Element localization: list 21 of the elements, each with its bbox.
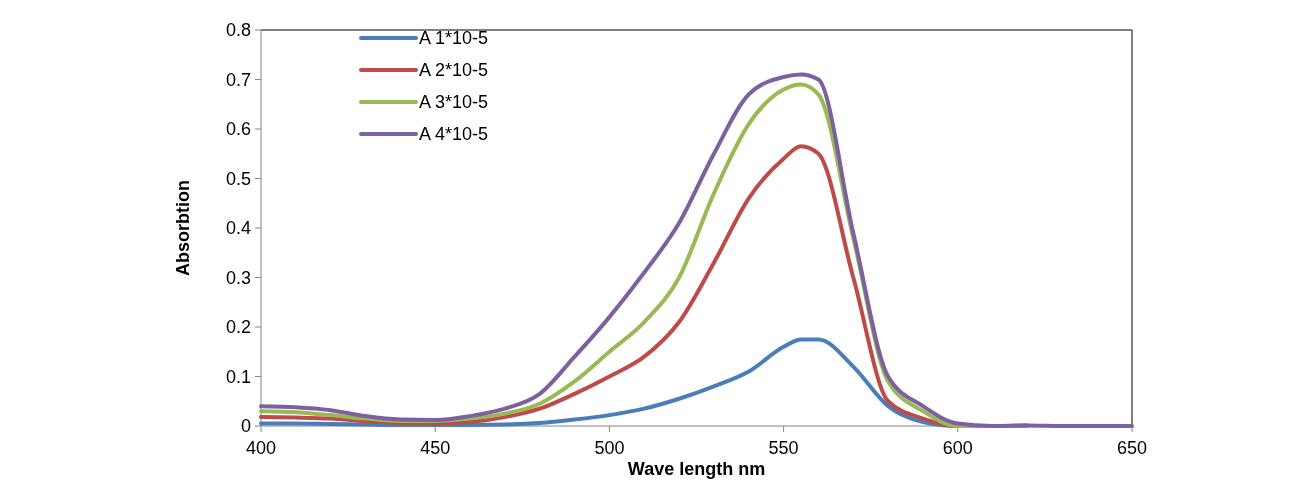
legend-label: A 2*10-5 <box>419 60 489 81</box>
y-tick-label: 0.5 <box>225 168 251 189</box>
y-tick-label: 0 <box>240 416 251 437</box>
y-tick-label: 0.4 <box>225 218 251 239</box>
x-tick-label: 450 <box>420 438 451 458</box>
y-tick-label: 0.6 <box>225 119 251 140</box>
x-tick-label: 500 <box>594 438 625 458</box>
y-tick-label: 0.2 <box>225 317 251 338</box>
x-tick-label: 650 <box>1116 438 1148 458</box>
legend-label: A 1*10-5 <box>419 28 489 49</box>
y-tick-label: 0.3 <box>225 267 251 288</box>
x-axis-title: Wave length nm <box>627 459 766 479</box>
y-tick-label: 0.7 <box>225 69 251 90</box>
y-tick-label: 0.8 <box>225 20 251 41</box>
x-tick-label: 400 <box>245 438 277 458</box>
y-tick-label: 0.1 <box>225 366 251 387</box>
x-tick-label: 550 <box>768 438 799 458</box>
x-tick-label: 600 <box>942 438 973 458</box>
y-axis-title: Absorbtion <box>173 180 193 276</box>
legend-label: A 3*10-5 <box>419 92 489 113</box>
legend-label: A 4*10-5 <box>419 124 489 145</box>
